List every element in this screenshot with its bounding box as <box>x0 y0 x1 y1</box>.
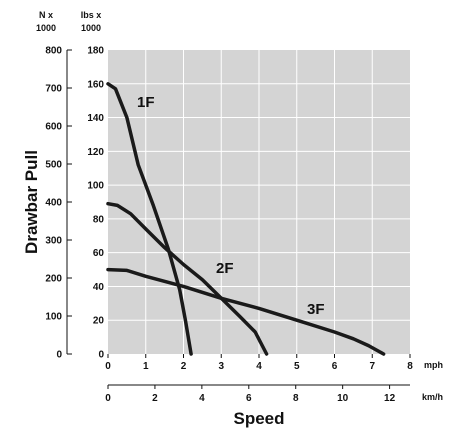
mph-axis-tick-label: 1 <box>143 361 149 372</box>
n-axis-tick-label: 300 <box>45 236 62 247</box>
lbs-axis-tick-label: 20 <box>93 316 105 327</box>
n-axis-tick-label: 500 <box>45 160 62 171</box>
series-label-2f: 2F <box>216 260 234 277</box>
lbs-axis-tick-label: 0 <box>98 350 104 361</box>
lbs-axis-tick-label: 160 <box>87 79 104 90</box>
n-axis-tick-label: 800 <box>45 46 62 57</box>
right-axis-header-2: 1000 <box>81 23 101 33</box>
series-line-1f <box>106 82 193 356</box>
series-line-3f <box>106 267 386 356</box>
kmh-axis-tick-label: 8 <box>293 393 299 404</box>
mph-axis-tick-label: 4 <box>256 361 262 372</box>
n-axis-tick-label: 200 <box>45 274 62 285</box>
kmh-axis-tick-label: 12 <box>384 393 396 404</box>
mph-axis-tick-label: 7 <box>369 361 375 372</box>
n-axis-tick-label: 600 <box>45 122 62 133</box>
left-axis-header-1: N x <box>39 10 53 20</box>
left-axis-header-2: 1000 <box>36 23 56 33</box>
n-axis-tick-label: 100 <box>45 312 62 323</box>
kmh-axis-tick-label: 0 <box>105 393 111 404</box>
mph-axis-tick-label: 5 <box>294 361 300 372</box>
lbs-axis-tick-label: 60 <box>93 248 105 259</box>
series-line-2f <box>106 201 269 356</box>
lbs-axis-tick-label: 80 <box>93 214 105 225</box>
lbs-axis-tick-label: 100 <box>87 181 104 192</box>
series-label-3f: 3F <box>307 301 325 318</box>
right-axis-header-1: lbs x <box>81 10 102 20</box>
chart-labels: 0100200300400500600700800020406080100120… <box>45 46 413 405</box>
kmh-axis-tick-label: 6 <box>246 393 252 404</box>
lbs-axis-tick-label: 40 <box>93 282 105 293</box>
kmh-unit-label: km/h <box>422 392 443 402</box>
mph-axis-tick-label: 2 <box>181 361 187 372</box>
kmh-axis-tick-label: 4 <box>199 393 205 404</box>
n-axis-tick-label: 0 <box>56 350 62 361</box>
mph-axis-tick-label: 3 <box>218 361 224 372</box>
y-axis-label: Drawbar Pull <box>22 150 41 254</box>
kmh-axis-tick-label: 10 <box>337 393 349 404</box>
kmh-axis-tick-label: 2 <box>152 393 158 404</box>
series-lines <box>106 82 386 356</box>
n-axis-tick-label: 700 <box>45 84 62 95</box>
mph-unit-label: mph <box>424 360 443 370</box>
axes <box>66 49 411 389</box>
lbs-axis-tick-label: 140 <box>87 113 104 124</box>
mph-axis-tick-label: 0 <box>105 361 111 372</box>
mph-axis-tick-label: 6 <box>332 361 338 372</box>
lbs-axis-tick-label: 120 <box>87 147 104 158</box>
lbs-axis-tick-label: 180 <box>87 46 104 57</box>
n-axis-tick-label: 400 <box>45 198 62 209</box>
x-axis-label: Speed <box>233 409 284 428</box>
series-label-1f: 1F <box>137 94 155 111</box>
mph-axis-tick-label: 8 <box>407 361 413 372</box>
